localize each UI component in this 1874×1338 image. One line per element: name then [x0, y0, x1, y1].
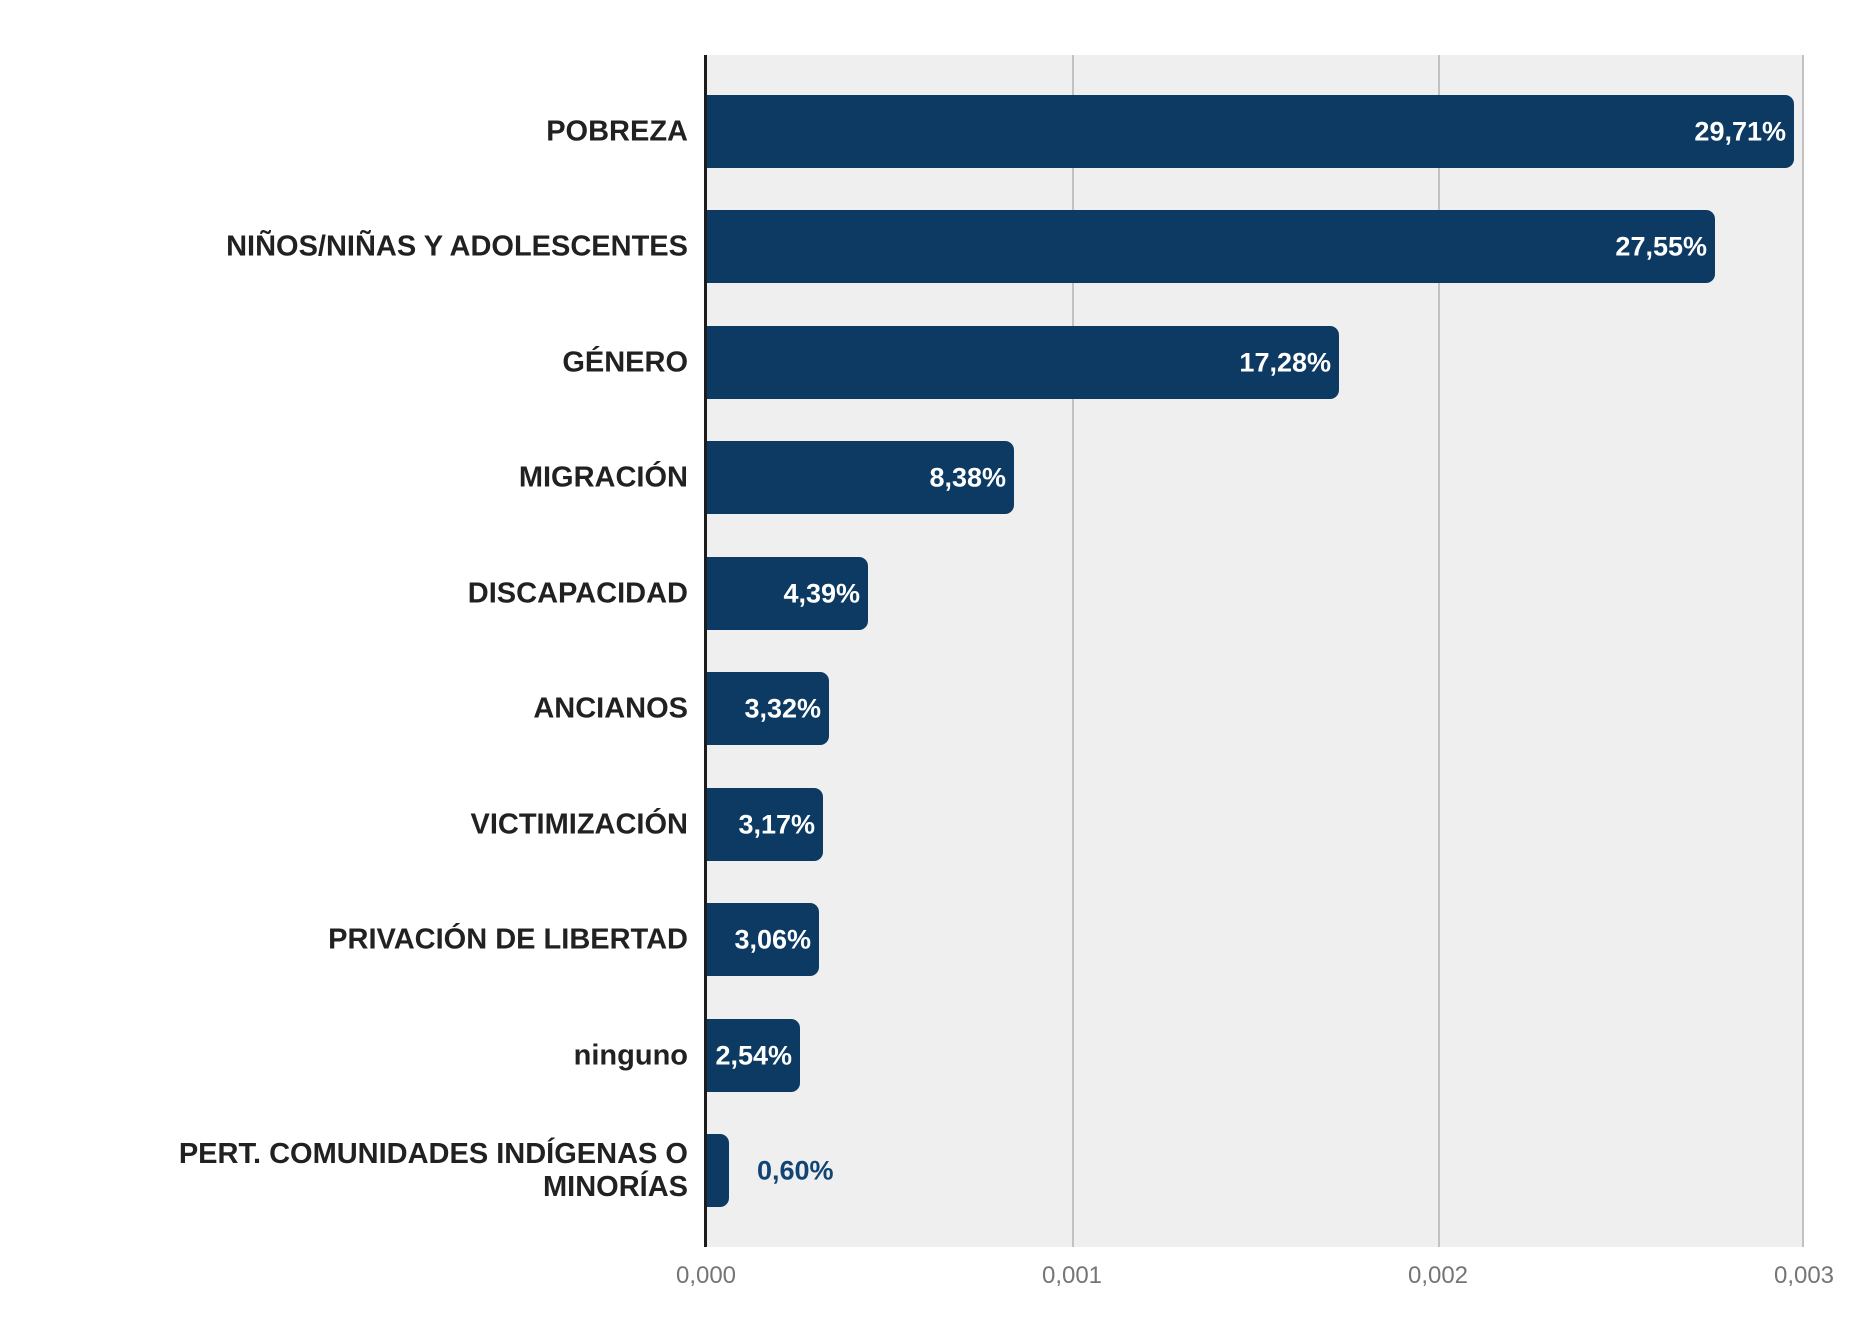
bar-migracion[interactable]: 8,38% — [707, 441, 1014, 514]
category-label-ninguno: ninguno — [573, 1039, 688, 1071]
value-label-genero: 17,28% — [1239, 347, 1331, 377]
bar-genero[interactable]: 17,28% — [707, 326, 1339, 399]
bar-privacion-de-libertad[interactable]: 3,06% — [707, 903, 819, 976]
gridline-0,002 — [1438, 55, 1440, 1247]
value-label-ancianos: 3,32% — [744, 693, 821, 723]
value-label-pobreza: 29,71% — [1694, 116, 1786, 146]
x-axis-tick-0,000: 0,000 — [675, 1262, 737, 1289]
bar-discapacidad[interactable]: 4,39% — [707, 557, 868, 630]
bar-ninguno[interactable]: 2,54% — [707, 1019, 800, 1092]
bar-ancianos[interactable]: 3,32% — [707, 672, 829, 745]
gridline-0,001 — [1072, 55, 1074, 1247]
gridline-0,003 — [1802, 55, 1804, 1247]
bar-ninos-ninas-y-adolescentes[interactable]: 27,55% — [707, 210, 1715, 283]
category-label-pert-comunidades-indigenas-o-minorias: PERT. COMUNIDADES INDÍGENAS O MINORÍAS — [178, 1137, 688, 1203]
category-label-privacion-de-libertad: PRIVACIÓN DE LIBERTAD — [328, 923, 688, 955]
value-label-ninguno: 2,54% — [715, 1040, 792, 1070]
x-axis-tick-0,003: 0,003 — [1773, 1262, 1835, 1289]
value-label-pert-comunidades-indigenas-o-minorias: 0,60% — [757, 1155, 834, 1185]
value-label-migracion: 8,38% — [929, 462, 1006, 492]
category-label-victimizacion: VICTIMIZACIÓN — [470, 808, 689, 840]
value-label-discapacidad: 4,39% — [783, 578, 860, 608]
category-label-discapacidad: DISCAPACIDAD — [467, 577, 688, 609]
value-label-privacion-de-libertad: 3,06% — [734, 924, 811, 954]
x-axis-tick-0,002: 0,002 — [1407, 1262, 1469, 1289]
bar-pobreza[interactable]: 29,71% — [707, 95, 1794, 168]
value-label-ninos-ninas-y-adolescentes: 27,55% — [1615, 231, 1707, 261]
bar-victimizacion[interactable]: 3,17% — [707, 788, 823, 861]
value-label-victimizacion: 3,17% — [738, 809, 815, 839]
category-label-pobreza: POBREZA — [546, 115, 688, 147]
bar-pert-comunidades-indigenas-o-minorias[interactable] — [707, 1134, 729, 1207]
x-axis-tick-0,001: 0,001 — [1041, 1262, 1103, 1289]
category-label-migracion: MIGRACIÓN — [518, 461, 688, 493]
category-label-ninos-ninas-y-adolescentes: NIÑOS/NIÑAS Y ADOLESCENTES — [226, 230, 688, 262]
category-label-ancianos: ANCIANOS — [533, 692, 688, 724]
y-axis-line — [704, 55, 707, 1247]
category-label-genero: GÉNERO — [562, 346, 688, 378]
